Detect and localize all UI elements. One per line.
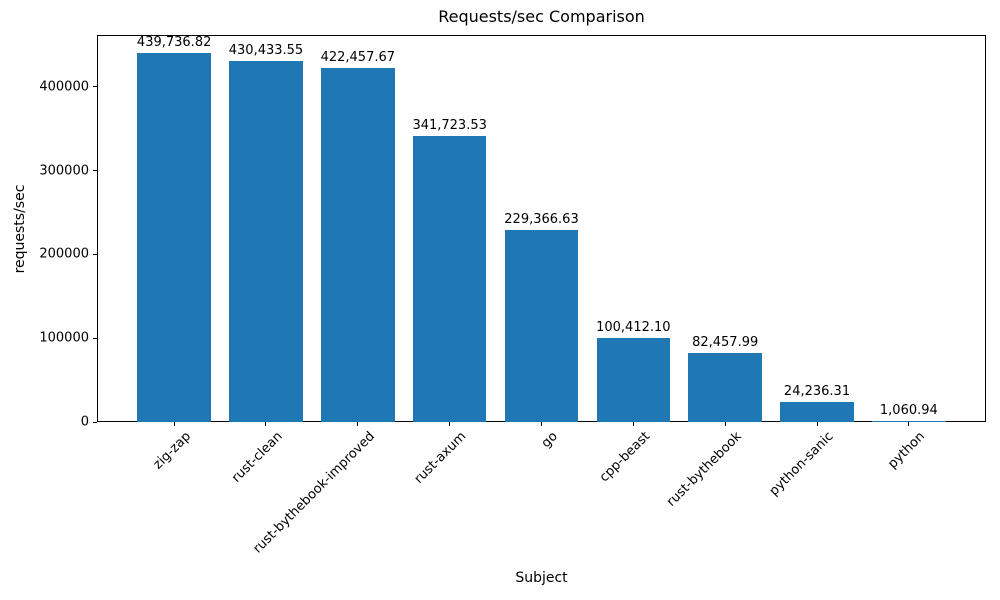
x-tick-mark [173, 422, 175, 426]
x-tick-label: cpp-beast [596, 429, 653, 486]
y-tick-label: 400000 [39, 79, 89, 95]
bar [596, 337, 671, 422]
x-tick-mark [541, 422, 542, 426]
bar [688, 352, 762, 422]
bar-value-label: 24,236.31 [783, 383, 851, 399]
y-tick-label: 200000 [39, 246, 89, 262]
y-tick-label: 100000 [39, 330, 89, 346]
y-tick-label: 300000 [39, 163, 89, 179]
x-tick-mark [632, 422, 634, 426]
bar-value-label: 100,412.10 [596, 319, 671, 335]
x-tick-label: python-sanic [766, 429, 837, 499]
bar [872, 421, 946, 422]
y-tick-mark [93, 337, 97, 339]
bar [229, 61, 303, 422]
bar-value-label: 82,457.99 [692, 334, 759, 350]
y-tick-mark [93, 421, 97, 423]
x-tick-label: python [885, 429, 929, 472]
x-tick-label: go [539, 429, 562, 452]
x-tick-mark [357, 422, 359, 426]
x-tick-mark [816, 422, 818, 426]
bar [321, 67, 395, 422]
bar-value-label: 1,060.94 [879, 403, 938, 418]
bar [137, 53, 211, 422]
x-tick-mark [724, 422, 726, 426]
bar [504, 229, 579, 422]
x-tick-label: rust-axum [411, 429, 470, 487]
x-axis-label: Subject [515, 570, 568, 586]
x-tick-mark [449, 422, 451, 426]
bar-value-label: 341,723.53 [412, 117, 487, 133]
x-tick-label: rust-bythebook [664, 429, 745, 510]
y-tick-mark [93, 253, 97, 255]
x-tick-mark [265, 422, 267, 426]
y-axis-label: requests/sec [12, 184, 28, 274]
bar [780, 401, 854, 422]
x-tick-label: rust-clean [228, 429, 286, 486]
bar-value-label: 439,736.82 [136, 35, 212, 51]
x-tick-mark [908, 422, 910, 426]
bar [412, 135, 487, 422]
chart-title: Requests/sec Comparison [438, 7, 645, 26]
y-tick-mark [93, 86, 97, 88]
x-tick-label: zig-zap [150, 429, 194, 473]
bar-value-label: 229,366.63 [504, 211, 579, 227]
bar-value-label: 422,457.67 [320, 49, 396, 65]
y-tick-label: 0 [80, 414, 89, 430]
y-tick-mark [93, 170, 97, 172]
bar-value-label: 430,433.55 [228, 43, 304, 59]
